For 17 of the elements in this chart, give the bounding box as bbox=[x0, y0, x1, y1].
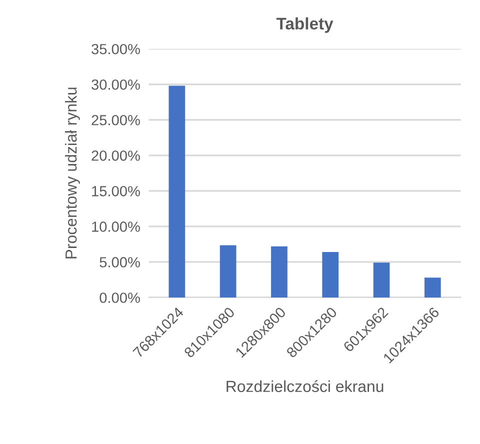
bar bbox=[220, 245, 236, 298]
bar bbox=[424, 278, 441, 298]
y-tick-label: 15.00% bbox=[92, 186, 140, 196]
y-tick-label: 20.00% bbox=[92, 150, 140, 161]
bar bbox=[322, 252, 339, 298]
y-tick-label: 0.00% bbox=[100, 292, 140, 303]
y-tick-label: 30.00% bbox=[92, 79, 140, 90]
chart-title: Tablety bbox=[276, 17, 334, 33]
y-tick-label: 5.00% bbox=[100, 257, 140, 268]
y-tick-label: 10.00% bbox=[92, 222, 140, 232]
bar bbox=[373, 262, 390, 298]
bar bbox=[271, 246, 288, 298]
y-axis-title: Procentowy udział rynku bbox=[65, 88, 80, 258]
bar bbox=[168, 86, 186, 298]
y-tick-label: 35.00% bbox=[92, 44, 140, 54]
x-axis-title: Rozdzielczości ekranu bbox=[226, 380, 384, 392]
y-tick-label: 25.00% bbox=[92, 114, 140, 126]
